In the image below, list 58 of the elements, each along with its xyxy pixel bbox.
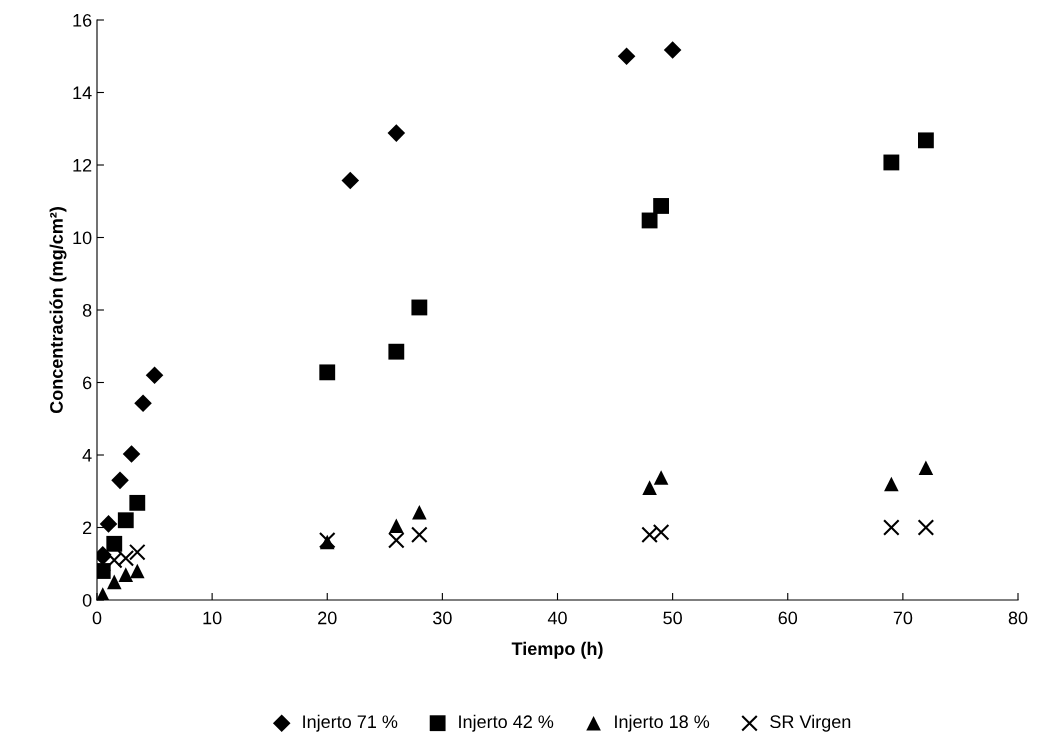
legend-label: SR Virgen [770, 714, 851, 732]
x-tick-label: 20 [318, 611, 337, 625]
point [97, 587, 111, 600]
point [411, 299, 428, 316]
y-tick-label: 16 [73, 13, 92, 27]
point [388, 343, 405, 360]
y-tick-label: 12 [73, 158, 92, 172]
y-axis-title: Concentración (mg/cm²) [49, 207, 67, 414]
point [917, 132, 934, 149]
y-tick-label: 2 [83, 521, 92, 535]
point [884, 476, 899, 492]
point [642, 480, 657, 495]
legend-label: Injerto 71 % [303, 714, 398, 732]
x-tick-label: 10 [203, 611, 222, 625]
point [128, 543, 146, 561]
y-tick-label: 4 [82, 449, 92, 462]
point [653, 198, 670, 214]
point [663, 41, 682, 59]
point [883, 519, 900, 536]
point [129, 494, 146, 511]
point [145, 366, 164, 385]
point [653, 470, 669, 485]
x-axis-title: Tiempo (h) [511, 641, 603, 659]
point [319, 364, 336, 381]
point [411, 526, 428, 544]
point [917, 519, 935, 536]
point [883, 154, 900, 171]
point [122, 445, 141, 463]
point [130, 563, 145, 579]
legend-label: Injerto 18 % [615, 714, 710, 732]
point [617, 47, 636, 66]
point [918, 460, 934, 475]
y-tick-label: 8 [82, 303, 92, 317]
point [111, 471, 129, 490]
point [106, 574, 122, 590]
point [341, 171, 360, 190]
point [412, 504, 427, 520]
y-tick-label: 6 [83, 376, 92, 390]
y-tick-label: 10 [73, 231, 92, 245]
y-tick-label: 0 [82, 593, 92, 607]
x-tick-label: 70 [893, 611, 913, 625]
point [118, 567, 134, 582]
point [106, 535, 123, 552]
point [117, 512, 134, 529]
legend-label: Injerto 42 % [459, 714, 554, 732]
x-tick-label: 30 [433, 611, 452, 625]
x-tick-label: 0 [92, 611, 102, 625]
x-tick-label: 40 [547, 611, 567, 625]
point [641, 212, 658, 229]
point [389, 518, 404, 533]
x-tick-label: 60 [778, 611, 798, 625]
point [387, 124, 406, 142]
y-tick-label: 14 [73, 86, 92, 100]
point [134, 394, 152, 412]
point [388, 531, 405, 549]
x-tick-label: 80 [1008, 611, 1028, 625]
point [99, 515, 118, 533]
x-tick-label: 50 [663, 611, 682, 625]
